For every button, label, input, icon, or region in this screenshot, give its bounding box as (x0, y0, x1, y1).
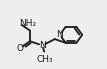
Text: N: N (56, 30, 63, 39)
Text: CH₃: CH₃ (37, 55, 53, 63)
Text: N: N (39, 41, 46, 50)
Text: O: O (16, 44, 24, 53)
Text: NH₂: NH₂ (20, 19, 37, 28)
